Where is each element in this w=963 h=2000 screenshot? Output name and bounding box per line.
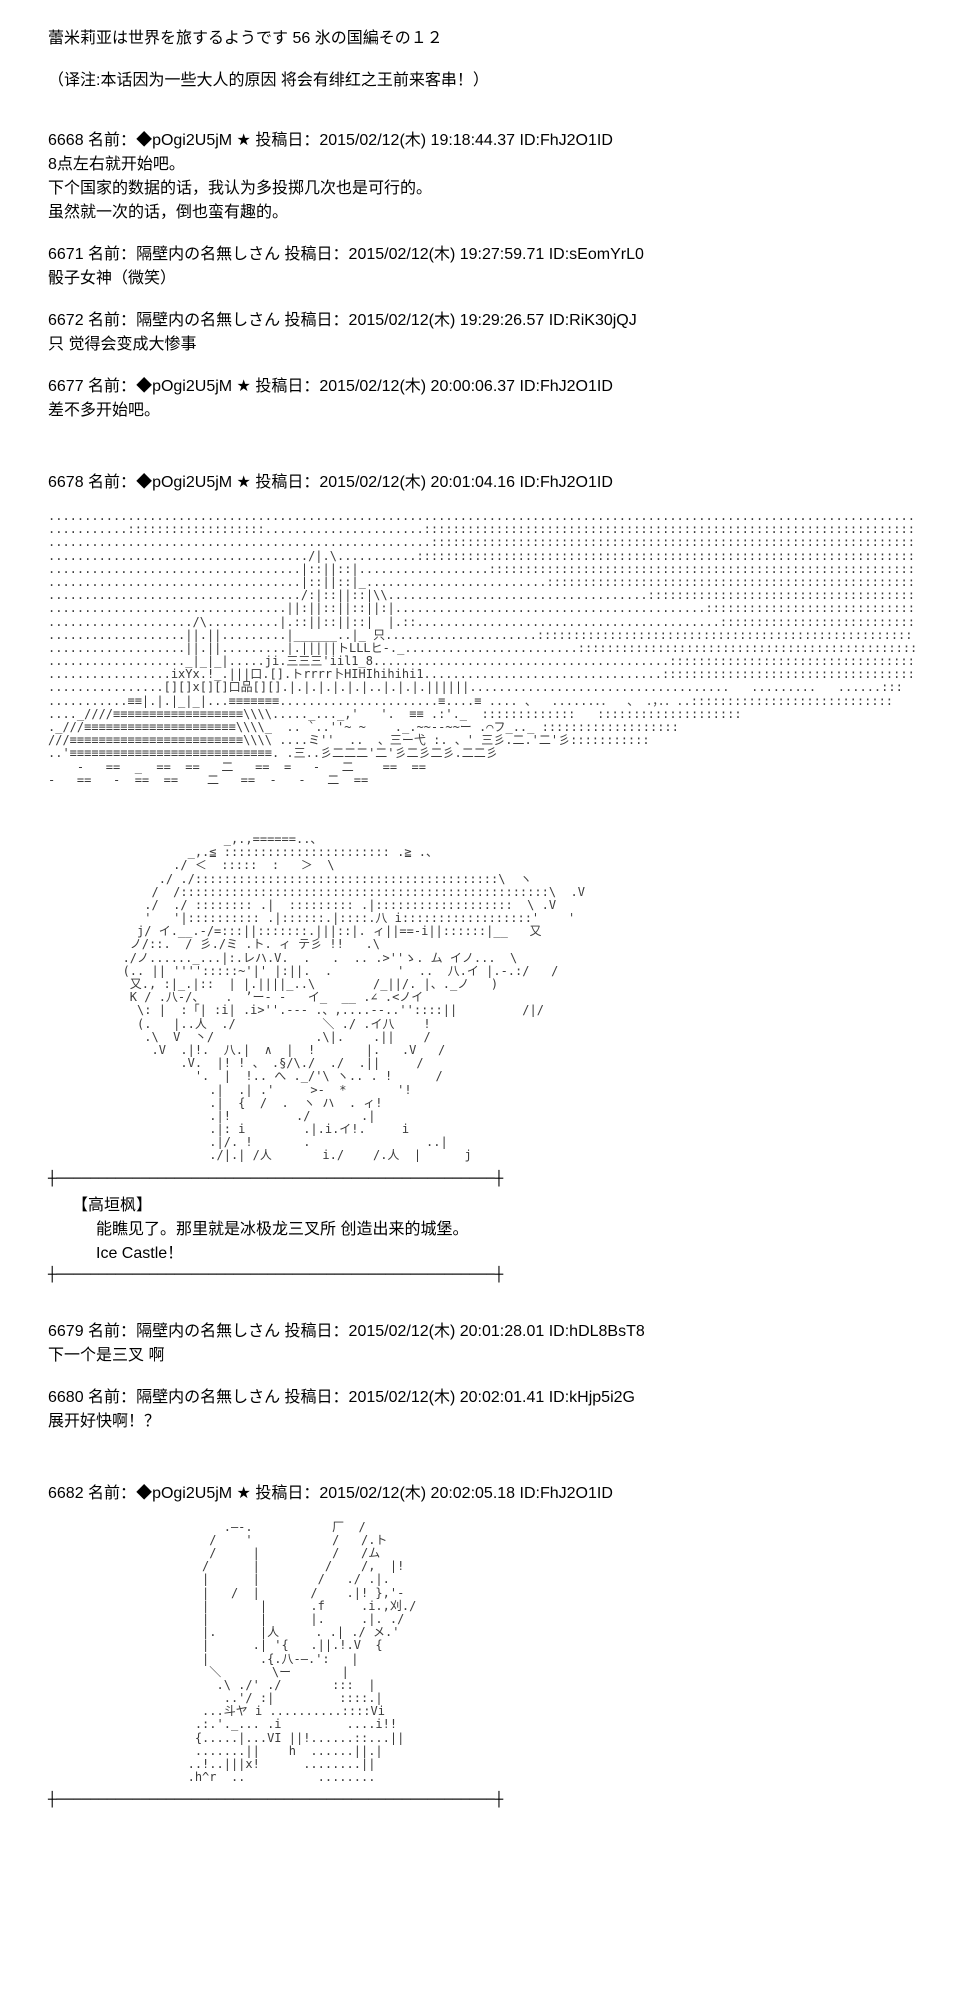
- post-body: 差不多开始吧。: [48, 396, 915, 420]
- post-body: 只 觉得会变成大惨事: [48, 330, 915, 354]
- post-id: RiK30jQJ: [569, 312, 637, 329]
- post-author: 隔壁内の名無しさん: [136, 312, 280, 329]
- label-date: 投稿日：: [285, 312, 349, 329]
- spacer: [48, 795, 915, 825]
- label-name: 名前：: [88, 1389, 136, 1406]
- post-number: 6678: [48, 474, 84, 491]
- label-date: 投稿日：: [255, 474, 319, 491]
- ascii-art-girl: _,.,======..、 _,.≦ :::::::::::::::::::::…: [72, 833, 915, 1163]
- post-date: 2015/02/12(木) 20:01:04.16: [319, 474, 515, 491]
- label-date: 投稿日：: [285, 246, 349, 263]
- label-id: ID:: [520, 378, 540, 395]
- label-name: 名前：: [88, 312, 136, 329]
- post-id: sEomYrL0: [569, 246, 644, 263]
- post-author: ◆pOgi2U5jM ★: [136, 132, 251, 149]
- post-id: FhJ2O1ID: [540, 378, 613, 395]
- dialogue-line-1: 能瞧见了。那里就是冰极龙三叉所 创造出来的城堡。: [96, 1215, 915, 1239]
- label-id: ID:: [549, 1389, 569, 1406]
- post-date: 2015/02/12(木) 19:27:59.71: [349, 246, 545, 263]
- post-id: FhJ2O1ID: [540, 1485, 613, 1502]
- post-author: 隔壁内の名無しさん: [136, 246, 280, 263]
- label-name: 名前：: [88, 378, 136, 395]
- post-6678: 6678 名前：◆pOgi2U5jM ★ 投稿日：2015/02/12(木) 2…: [48, 468, 915, 492]
- label-name: 名前：: [88, 132, 136, 149]
- post-header: 6671 名前：隔壁内の名無しさん 投稿日：2015/02/12(木) 19:2…: [48, 240, 915, 264]
- label-name: 名前：: [88, 1323, 136, 1340]
- label-id: ID:: [549, 312, 569, 329]
- post-id: hDL8BsT8: [569, 1323, 645, 1340]
- post-date: 2015/02/12(木) 19:29:26.57: [349, 312, 545, 329]
- post-header: 6682 名前：◆pOgi2U5jM ★ 投稿日：2015/02/12(木) 2…: [48, 1479, 915, 1503]
- post-date: 2015/02/12(木) 20:02:05.18: [319, 1485, 515, 1502]
- label-id: ID:: [549, 246, 569, 263]
- post-id: kHjp5i2G: [569, 1389, 635, 1406]
- post-body: 展开好快啊！？: [48, 1407, 915, 1431]
- divider-bottom-final: ┼───────────────────────────────────────…: [48, 1792, 915, 1808]
- spacer: [48, 438, 915, 468]
- label-date: 投稿日：: [285, 1389, 349, 1406]
- subtitle: （译注:本话因为一些大人的原因 将会有绯红之王前来客串！）: [48, 66, 915, 90]
- post-6672: 6672 名前：隔壁内の名無しさん 投稿日：2015/02/12(木) 19:2…: [48, 306, 915, 354]
- post-author: ◆pOgi2U5jM ★: [136, 474, 251, 491]
- post-date: 2015/02/12(木) 20:00:06.37: [319, 378, 515, 395]
- label-date: 投稿日：: [285, 1323, 349, 1340]
- post-6668: 6668 名前：◆pOgi2U5jM ★ 投稿日：2015/02/12(木) 1…: [48, 126, 915, 222]
- post-number: 6677: [48, 378, 84, 395]
- post-6680: 6680 名前：隔壁内の名無しさん 投稿日：2015/02/12(木) 20:0…: [48, 1383, 915, 1431]
- post-number: 6668: [48, 132, 84, 149]
- post-body: 8点左右就开始吧。 下个国家的数据的话，我认为多投掷几次也是可行的。 虽然就一次…: [48, 150, 915, 222]
- post-header: 6668 名前：◆pOgi2U5jM ★ 投稿日：2015/02/12(木) 1…: [48, 126, 915, 150]
- ascii-art-person: .―-. 厂 / / ' / /.ト / | / /ム / | / /, |! …: [72, 1521, 915, 1785]
- post-6679: 6679 名前：隔壁内の名無しさん 投稿日：2015/02/12(木) 20:0…: [48, 1317, 915, 1365]
- label-id: ID:: [520, 132, 540, 149]
- post-body: 下一个是三叉 啊: [48, 1341, 915, 1365]
- label-name: 名前：: [88, 474, 136, 491]
- divider-bottom: ┼───────────────────────────────────────…: [48, 1267, 915, 1283]
- post-6682: 6682 名前：◆pOgi2U5jM ★ 投稿日：2015/02/12(木) 2…: [48, 1479, 915, 1503]
- post-author: ◆pOgi2U5jM ★: [136, 378, 251, 395]
- label-date: 投稿日：: [255, 132, 319, 149]
- label-id: ID:: [520, 1485, 540, 1502]
- post-header: 6678 名前：◆pOgi2U5jM ★ 投稿日：2015/02/12(木) 2…: [48, 468, 915, 492]
- post-id: FhJ2O1ID: [540, 132, 613, 149]
- post-author: ◆pOgi2U5jM ★: [136, 1485, 251, 1502]
- post-header: 6679 名前：隔壁内の名無しさん 投稿日：2015/02/12(木) 20:0…: [48, 1317, 915, 1341]
- spacer: [48, 1449, 915, 1479]
- character-name: 【高垣枫】: [72, 1191, 915, 1215]
- post-date: 2015/02/12(木) 19:18:44.37: [319, 132, 515, 149]
- ascii-art-castle: ........................................…: [48, 510, 915, 787]
- page-title: 蕾米莉亚は世界を旅するようです 56 氷の国編その１２: [48, 24, 915, 48]
- post-number: 6682: [48, 1485, 84, 1502]
- post-number: 6671: [48, 246, 84, 263]
- post-date: 2015/02/12(木) 20:01:28.01: [349, 1323, 545, 1340]
- label-name: 名前：: [88, 246, 136, 263]
- dialogue-line-2: Ice Castle！: [96, 1239, 915, 1263]
- post-number: 6672: [48, 312, 84, 329]
- post-header: 6680 名前：隔壁内の名無しさん 投稿日：2015/02/12(木) 20:0…: [48, 1383, 915, 1407]
- label-date: 投稿日：: [255, 1485, 319, 1502]
- label-name: 名前：: [88, 1485, 136, 1502]
- post-id: FhJ2O1ID: [540, 474, 613, 491]
- post-6671: 6671 名前：隔壁内の名無しさん 投稿日：2015/02/12(木) 19:2…: [48, 240, 915, 288]
- post-number: 6679: [48, 1323, 84, 1340]
- post-6677: 6677 名前：◆pOgi2U5jM ★ 投稿日：2015/02/12(木) 2…: [48, 372, 915, 420]
- label-date: 投稿日：: [255, 378, 319, 395]
- post-header: 6677 名前：◆pOgi2U5jM ★ 投稿日：2015/02/12(木) 2…: [48, 372, 915, 396]
- post-body: 骰子女神（微笑）: [48, 264, 915, 288]
- post-date: 2015/02/12(木) 20:02:01.41: [349, 1389, 545, 1406]
- post-author: 隔壁内の名無しさん: [136, 1323, 280, 1340]
- label-id: ID:: [520, 474, 540, 491]
- post-number: 6680: [48, 1389, 84, 1406]
- label-id: ID:: [549, 1323, 569, 1340]
- divider-top: ┼───────────────────────────────────────…: [48, 1171, 915, 1187]
- post-author: 隔壁内の名無しさん: [136, 1389, 280, 1406]
- post-header: 6672 名前：隔壁内の名無しさん 投稿日：2015/02/12(木) 19:2…: [48, 306, 915, 330]
- spacer: [48, 1287, 915, 1317]
